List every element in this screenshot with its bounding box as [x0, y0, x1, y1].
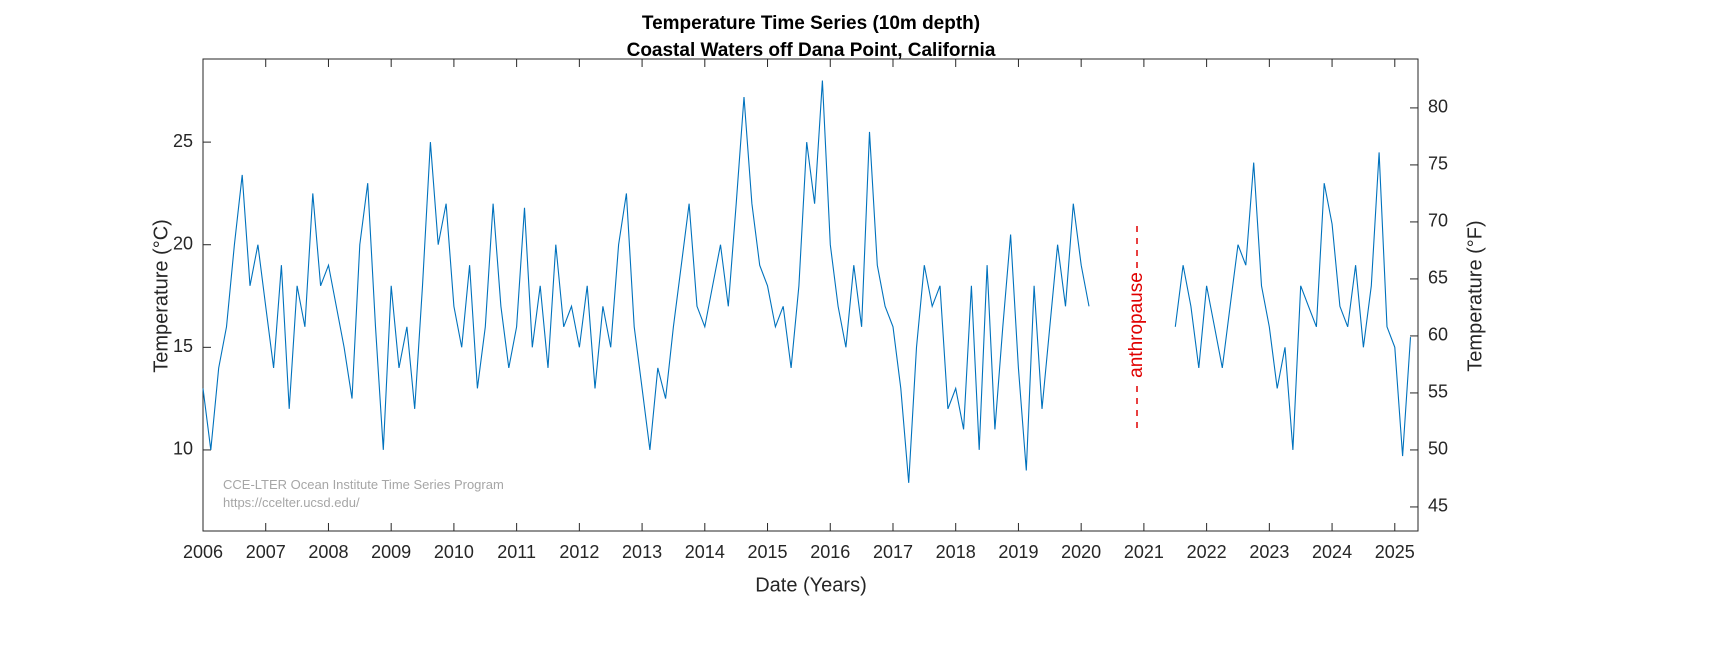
x-tick-label: 2017: [873, 542, 913, 562]
y-tick-label: 25: [173, 131, 193, 151]
x-tick-label: 2014: [685, 542, 725, 562]
y2-tick-label: 45: [1428, 496, 1448, 516]
y2-tick-label: 65: [1428, 268, 1448, 288]
x-tick-label: 2023: [1249, 542, 1289, 562]
x-tick-label: 2024: [1312, 542, 1352, 562]
y2-tick-label: 75: [1428, 154, 1448, 174]
y-axis-label: Temperature (°C): [150, 219, 172, 373]
x-tick-label: 2022: [1187, 542, 1227, 562]
y2-tick-label: 50: [1428, 439, 1448, 459]
x-tick-label: 2018: [936, 542, 976, 562]
x-tick-label: 2007: [246, 542, 286, 562]
plot-frame: [202, 58, 1419, 532]
y-tick-label: 20: [173, 233, 193, 253]
x-tick-label: 2016: [810, 542, 850, 562]
x-axis-label: Date (Years): [755, 574, 867, 596]
x-tick-label: 2011: [497, 542, 536, 562]
y-tick-label: 15: [173, 336, 193, 356]
x-tick-label: 2012: [559, 542, 599, 562]
x-tick-label: 2008: [308, 542, 348, 562]
x-tick-label: 2010: [434, 542, 474, 562]
y-tick-label: 10: [173, 439, 193, 459]
annotation: anthropause: [1126, 272, 1147, 378]
y2-tick-label: 60: [1428, 325, 1448, 345]
y2-tick-label: 80: [1428, 97, 1448, 117]
chart-title: Temperature Time Series (10m depth): [642, 13, 980, 34]
y2-tick-label: 70: [1428, 211, 1448, 231]
x-tick-label: 2019: [998, 542, 1038, 562]
x-tick-label: 2013: [622, 542, 662, 562]
x-tick-label: 2020: [1061, 542, 1101, 562]
x-tick-label: 2021: [1124, 542, 1164, 562]
credit-line: CCE-LTER Ocean Institute Time Series Pro…: [223, 477, 504, 492]
x-tick-label: 2006: [183, 542, 223, 562]
x-tick-label: 2015: [748, 542, 788, 562]
x-tick-label: 2009: [371, 542, 411, 562]
credit-url: https://ccelter.ucsd.edu/: [223, 495, 360, 510]
chart-subtitle: Coastal Waters off Dana Point, Californi…: [627, 40, 996, 61]
y2-axis-label: Temperature (°F): [1464, 220, 1486, 371]
x-tick-label: 2025: [1375, 542, 1415, 562]
y2-tick-label: 55: [1428, 382, 1448, 402]
temperature-line: [202, 80, 1412, 483]
